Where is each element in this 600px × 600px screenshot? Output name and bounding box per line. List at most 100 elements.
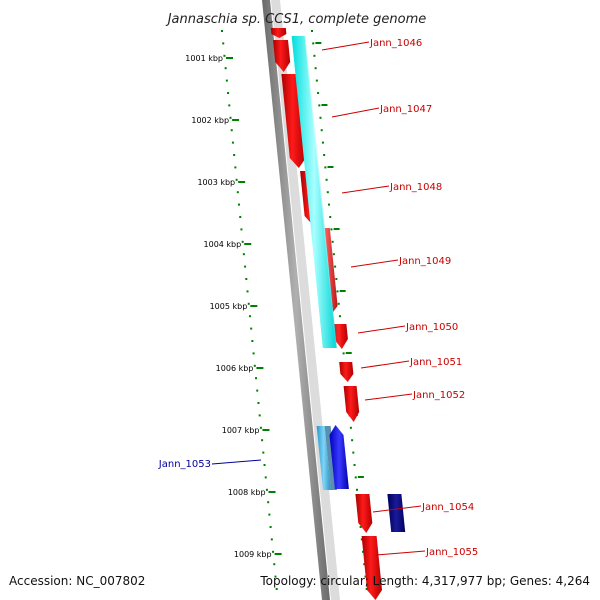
kbp-tick-mark-right	[321, 104, 328, 106]
scale-dot-right	[311, 30, 313, 32]
scale-dot-right	[342, 352, 345, 355]
reverse-gene-arrow	[329, 425, 349, 489]
scale-dot-left	[253, 364, 256, 367]
gene-leader-line	[375, 550, 426, 556]
gene-arrow	[343, 386, 360, 422]
kbp-scale: 1001 kbp 1002 kbp 1003 kbp 1004 kbp 1005 kbp…	[185, 42, 370, 559]
scale-dot-right	[355, 488, 358, 491]
scale-dots	[221, 30, 368, 590]
topology-summary: Topology: circular; Length: 4,317,977 bp…	[260, 574, 590, 588]
scale-dot-left	[246, 290, 249, 293]
scale-dot-right	[338, 315, 341, 318]
scale-dot-right	[364, 575, 367, 578]
scale-dot-left	[231, 141, 234, 144]
reverse-gene-dark	[387, 494, 406, 532]
scale-dot-right	[313, 54, 316, 57]
scale-dot-left	[261, 439, 264, 442]
scale-dot-right	[359, 526, 362, 528]
gene-label: Jann_1053	[158, 459, 211, 470]
scale-dot-right	[365, 588, 368, 590]
kbp-tick-label: 1004 kbp	[204, 240, 242, 249]
kbp-tick-mark	[238, 181, 246, 183]
scale-dot-left	[239, 216, 242, 218]
kbp-tick-mark	[226, 57, 233, 59]
scale-dot-left	[275, 588, 278, 590]
scale-dot-left	[259, 426, 262, 429]
gene-arrow	[361, 536, 382, 600]
gene-features	[270, 28, 406, 600]
scale-dot-right	[329, 216, 332, 218]
scale-dot-right	[349, 426, 352, 429]
scale-dot-left	[255, 377, 258, 380]
scale-dot-left	[257, 402, 260, 404]
scale-dot-left	[264, 476, 267, 479]
kbp-tick-mark-right	[345, 352, 352, 354]
scale-dot-right	[325, 178, 328, 181]
reverse-gene-light	[316, 426, 331, 490]
scale-dot-left	[224, 67, 227, 70]
scale-dot-left	[236, 191, 239, 194]
gene-leader-line	[350, 259, 399, 268]
scale-dot-left	[233, 154, 236, 156]
scale-dot-right	[331, 240, 334, 243]
scale-dot-right	[360, 538, 363, 541]
kbp-tick-mark	[244, 243, 252, 245]
gene-leader-line	[360, 360, 410, 369]
scale-dot-left	[235, 178, 238, 181]
scale-dot-left	[247, 302, 250, 305]
accession-label: Accession: NC_007802	[9, 574, 146, 588]
kbp-tick-label: 1009 kbp	[234, 550, 272, 559]
rna-band	[291, 36, 337, 348]
gene-arrow	[270, 28, 287, 38]
kbp-tick-label: 1002 kbp	[191, 116, 229, 125]
scale-dot-right	[363, 563, 366, 566]
kbp-tick-mark	[268, 491, 276, 493]
scale-dot-right	[337, 302, 340, 305]
scale-dot-right	[354, 476, 357, 479]
scale-dot-left	[252, 352, 255, 355]
scale-dot-left	[245, 278, 248, 280]
gene-label: Jann_1049	[398, 256, 451, 267]
scale-dot-left	[262, 451, 265, 454]
kbp-tick-mark	[256, 367, 264, 369]
gene-arrow	[273, 40, 291, 72]
scale-dot-right	[335, 278, 338, 280]
kbp-tick-label: 1005 kbp	[210, 302, 248, 311]
scale-dot-left	[267, 501, 270, 504]
kbp-tick-mark-right	[315, 42, 322, 44]
gene-arrow	[339, 362, 354, 382]
map-title: Jannaschia sp. CCS1, complete genome	[165, 12, 427, 27]
gene-label: Jann_1051	[409, 357, 462, 368]
gene-leader-line	[341, 185, 390, 194]
gene-label: Jann_1054	[421, 502, 474, 513]
scale-dot-left	[221, 30, 223, 32]
kbp-tick-label: 1007 kbp	[222, 426, 260, 435]
gene-leader-line	[331, 107, 380, 118]
gene-leader-line	[372, 505, 422, 513]
kbp-tick-mark	[274, 553, 282, 555]
gene-label: Jann_1046	[369, 38, 422, 49]
scale-dot-left	[272, 550, 275, 553]
scale-dot-left	[223, 54, 226, 57]
scale-dot-right	[312, 42, 315, 45]
kbp-tick-label: 1003 kbp	[197, 178, 235, 187]
scale-dot-left	[263, 464, 266, 466]
gene-labels: Jann_1046 Jann_1047 Jann_1048 Jann_1049 Jann…	[158, 38, 478, 558]
scale-dot-right	[314, 67, 317, 70]
scale-dot-left	[273, 563, 276, 566]
scale-dot-left	[242, 253, 245, 256]
kbp-tick-mark-right	[357, 476, 364, 478]
scale-dot-left	[251, 340, 254, 342]
kbp-tick-mark	[250, 305, 258, 307]
scale-dot-left	[270, 538, 273, 541]
scale-dot-right	[315, 79, 318, 82]
kbp-tick-label: 1006 kbp	[216, 364, 254, 373]
gene-arrow	[355, 494, 373, 533]
scale-dot-left	[227, 92, 230, 94]
scale-dot-right	[324, 166, 327, 169]
kbp-tick-label: 1008 kbp	[228, 488, 266, 497]
scale-dot-left	[229, 116, 232, 119]
kbp-tick-label: 1001 kbp	[185, 54, 223, 63]
scale-dot-right	[321, 141, 324, 144]
